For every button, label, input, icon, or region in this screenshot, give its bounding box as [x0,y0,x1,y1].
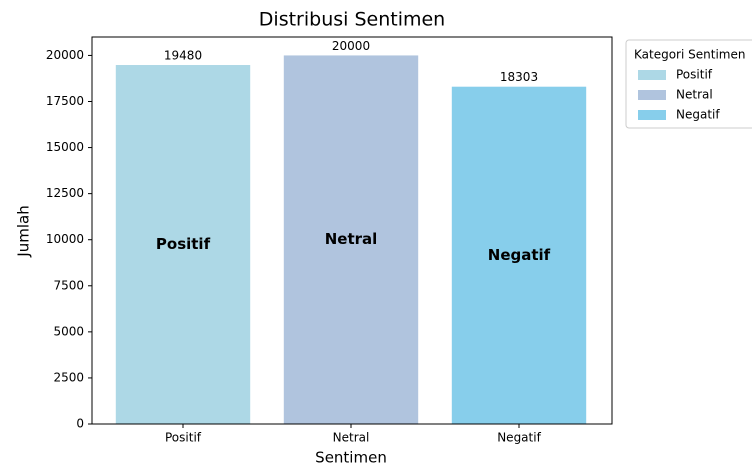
x-axis-label: Sentimen [315,449,387,466]
plot-frame [91,36,613,425]
legend-swatch [638,70,666,80]
bar-inner-label: Negatif [488,246,551,264]
y-tick-label: 17500 [46,94,84,108]
y-tick-label: 0 [76,417,84,431]
legend-label: Netral [676,88,713,102]
y-tick-label: 12500 [46,186,84,200]
x-tick-label: Netral [333,431,370,445]
y-tick-label: 15000 [46,140,84,154]
bar [451,86,587,425]
y-tick-label: 7500 [53,278,84,292]
chart-title: Distribusi Sentimen [259,9,445,31]
y-axis-label: Jumlah [15,205,33,257]
y-tick-label: 2500 [53,370,84,384]
bar [283,55,419,425]
bar [115,65,251,425]
value-label: 19480 [164,49,202,63]
legend-title: Kategori Sentimen [634,48,745,62]
value-label: 20000 [332,39,370,53]
legend-swatch [638,90,666,100]
y-tick-label: 5000 [53,324,84,338]
legend-label: Negatif [676,108,720,122]
bar-inner-label: Positif [156,235,211,253]
value-label: 18303 [500,70,538,84]
x-tick-label: Negatif [497,431,541,445]
y-tick-label: 20000 [46,48,84,62]
bar-inner-label: Netral [325,230,378,248]
legend-box [625,39,752,129]
legend-label: Positif [676,68,713,82]
x-tick-label: Positif [165,431,202,445]
legend-swatch [638,110,666,120]
y-tick-label: 10000 [46,232,84,246]
